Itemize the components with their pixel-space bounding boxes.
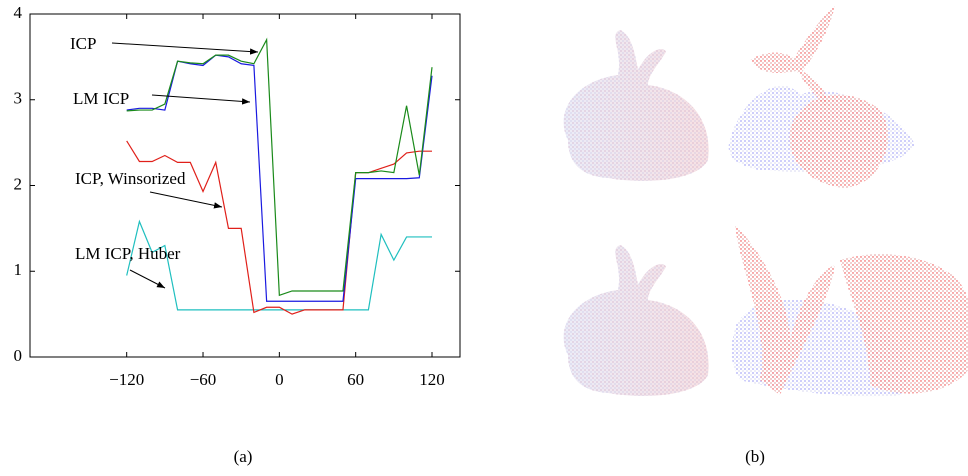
y-tick-label: 3: [14, 89, 23, 108]
annotation: LM ICP: [73, 89, 129, 108]
bunny: [563, 245, 709, 396]
annotation-arrow: [129, 269, 166, 289]
annotation: LM ICP, Huber: [75, 244, 181, 263]
x-tick-label: −60: [190, 370, 217, 389]
annotation-arrow: [151, 94, 251, 105]
y-tick-label: 1: [14, 260, 23, 279]
bunny: [563, 30, 709, 181]
caption: (b): [745, 447, 765, 466]
series-line: [126, 140, 433, 315]
x-tick-label: 0: [275, 370, 284, 389]
bunny-misaligned: [728, 5, 915, 188]
point-cloud-panel: [563, 5, 968, 397]
annotation-arrow: [149, 191, 223, 209]
annotation: ICP, Winsorized: [75, 169, 186, 188]
series-line: [126, 219, 433, 311]
x-tick-label: 120: [419, 370, 445, 389]
annotation-arrow: [111, 42, 259, 55]
series-line: [126, 37, 433, 297]
y-tick-label: 0: [14, 346, 23, 365]
bunny-misaligned: [731, 225, 968, 397]
y-tick-label: 4: [14, 3, 23, 22]
y-tick-label: 2: [14, 174, 23, 193]
x-tick-label: 60: [347, 370, 364, 389]
annotation: ICP: [70, 34, 96, 53]
x-tick-label: −120: [109, 370, 144, 389]
caption: (a): [234, 447, 253, 466]
